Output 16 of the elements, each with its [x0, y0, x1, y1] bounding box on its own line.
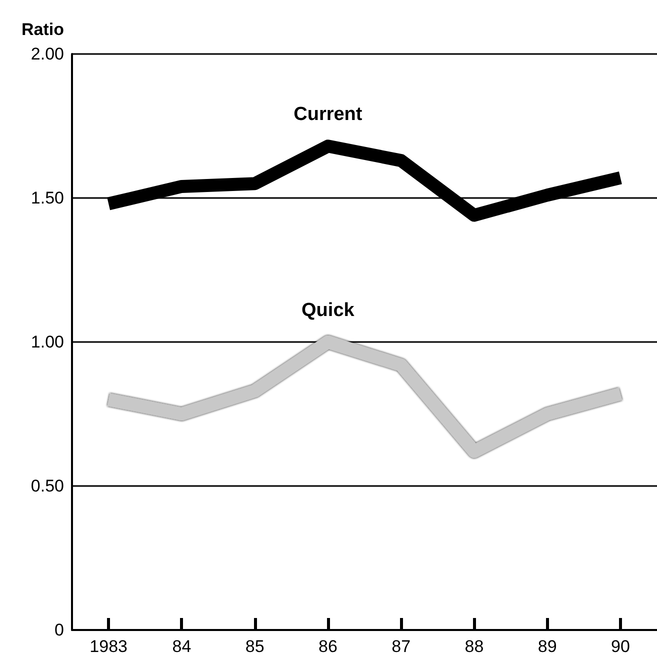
- y-tick-label: 2.00: [30, 44, 64, 64]
- x-tick-label: 90: [610, 637, 630, 656]
- x-tick-label: 84: [172, 637, 192, 656]
- y-tick-label: 1.50: [30, 188, 64, 208]
- x-tick-label: 86: [318, 637, 338, 656]
- x-tick-label: 87: [392, 637, 411, 656]
- x-tick-label: 88: [464, 637, 484, 656]
- y-axis-title: Ratio: [22, 20, 64, 39]
- series-label: Quick: [302, 300, 355, 321]
- x-tick-label: 89: [538, 637, 557, 656]
- series-label: Current: [294, 104, 363, 126]
- y-tick-label: 0.50: [30, 476, 64, 496]
- y-tick-label: 0: [54, 620, 64, 640]
- x-tick-label: 85: [245, 637, 264, 656]
- x-tick-label: 1983: [90, 637, 128, 656]
- y-tick-label: 1.00: [30, 332, 64, 352]
